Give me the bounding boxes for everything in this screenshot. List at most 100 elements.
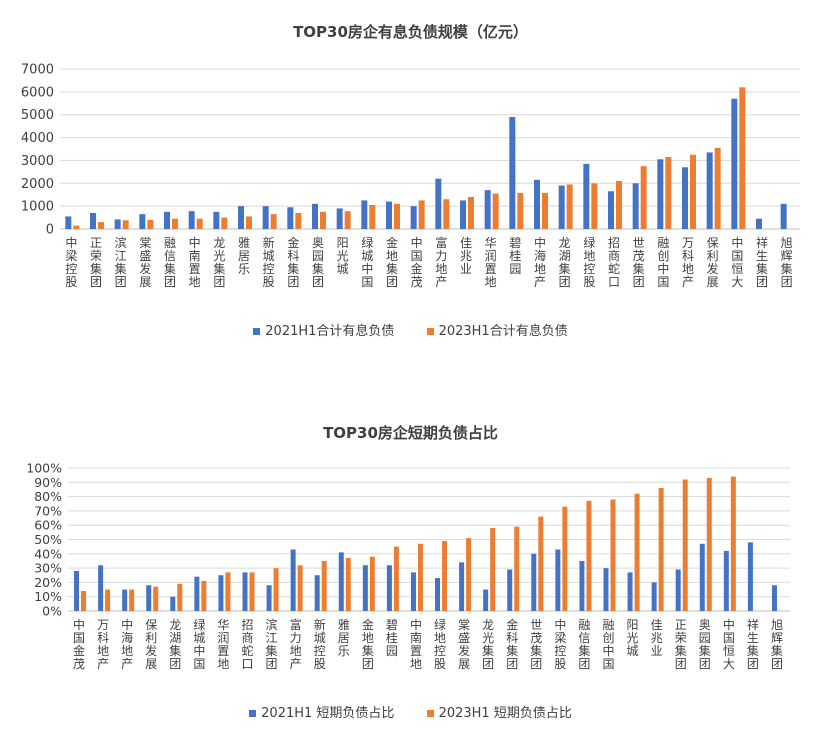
bar-series-1 [146,585,152,611]
bar-series-1 [435,578,441,611]
chart-legend: 2021H1合计有息负债 2023H1合计有息负债 [0,320,821,339]
chart-title: TOP30房企短期负债占比 [323,424,498,442]
x-tick-label: 祥生集团 [756,236,768,289]
bar-series-2 [129,589,135,611]
bar-series-2 [320,211,326,229]
bar-series-1 [312,203,318,229]
bar-series-1 [188,211,195,229]
bar-series-2 [153,586,159,611]
bar-series-2 [739,87,746,230]
y-tick-label: 3000 [21,154,54,169]
x-tick-label: 佳兆业 [651,618,663,658]
bar-series-1 [651,582,657,611]
x-tick-label: 中海地产 [121,617,133,671]
x-tick-label: 绿城中国 [193,617,205,671]
bar-series-2 [225,572,231,611]
bar-series-2 [538,516,544,611]
legend-item-series-2: 2023H1合计有息负债 [426,320,568,339]
bar-series-2 [270,214,277,229]
x-tick-label: 金科集团 [506,617,518,671]
bar-series-1 [314,575,320,611]
legend-swatch [426,328,434,335]
x-tick-label: 奥园集团 [699,618,711,671]
bar-series-2 [297,565,303,611]
x-tick-label: 棠盛发展 [458,618,470,671]
bar-series-1 [266,585,272,611]
y-tick-label: 90% [34,475,62,490]
bar-series-2 [105,589,111,611]
chart-legend: 2021H1 短期负债占比 2023H1 短期负债占比 [0,702,821,721]
bar-series-2 [295,213,302,229]
x-tick-label: 绿城中国 [361,235,373,289]
y-tick-label: 30% [34,561,62,576]
bar-series-2 [147,219,154,229]
bar-series-2 [586,500,592,611]
bar-series-2 [394,203,400,229]
x-tick-label: 招商蛇口 [241,618,253,671]
x-tick-label: 万科地产 [97,618,109,671]
x-tick-label: 龙湖集团 [559,236,571,289]
bar-series-2 [443,199,450,229]
x-tick-label: 阳光城 [627,618,639,658]
bar-series-1 [460,200,466,229]
legend-label: 2023H1 短期负债占比 [438,706,572,721]
bar-series-2 [690,154,696,229]
y-tick-label: 40% [34,546,62,561]
bar-series-1 [218,575,224,611]
bar-series-1 [114,219,121,229]
x-tick-label: 万科地产 [682,236,694,289]
y-tick-label: 50% [34,532,62,547]
x-tick-label: 中南置地 [410,617,422,671]
bar-series-1 [534,179,540,229]
bar-series-1 [771,585,777,611]
bar-series-1 [122,589,128,611]
bar-series-1 [747,542,753,611]
bar-series-2 [658,488,664,611]
x-tick-label: 滨江集团 [266,617,278,671]
bar-series-1 [362,565,368,611]
bar-series-1 [699,543,705,611]
bar-series-1 [682,167,688,229]
bar-series-1 [90,213,96,229]
bar-series-1 [780,203,787,229]
x-tick-label: 龙湖集团 [169,618,181,671]
bar-series-1 [410,572,416,611]
x-tick-label: 世茂集团 [633,236,645,289]
chart-interest-bearing-debt: TOP30房企有息负债规模（亿元） 0 1000 2000 3000 4000 5000 6… [0,0,821,360]
bar-series-2 [514,526,520,611]
bar-series-1 [194,576,200,611]
bar-series-2 [172,218,178,229]
bar-series-2 [273,568,279,611]
bar-series-1 [706,152,713,229]
bar-series-2 [221,217,228,229]
bar-series-1 [459,562,465,611]
y-tick-label: 0 [46,223,54,238]
legend-item-series-2: 2023H1 短期负债占比 [426,702,572,721]
x-tick-label: 融信集团 [164,236,176,289]
bar-series-1 [507,569,513,611]
bar-series-1 [723,550,729,611]
bar-series-2 [442,540,448,611]
bar-series-2 [418,200,425,229]
y-tick-label: 60% [34,518,62,533]
legend-swatch [249,710,257,717]
bar-series-2 [196,218,203,229]
y-tick-label: 5000 [21,108,54,123]
x-tick-label: 华润置地 [217,618,229,671]
x-tick-label: 绿地控股 [583,235,595,289]
bar-series-2 [665,157,672,229]
bar-series-1 [603,568,609,611]
x-tick-label: 金地集团 [386,235,398,289]
bar-series-2 [369,556,375,611]
y-tick-label: 100% [26,461,62,476]
bar-series-2 [417,543,423,611]
x-tick-label: 旭辉集团 [771,618,783,671]
bar-series-1 [756,218,762,229]
x-tick-label: 奥园集团 [312,236,324,289]
x-tick-label: 中国金茂 [73,617,85,671]
bar-series-1 [213,211,220,229]
bar-series-1 [74,570,80,611]
bar-series-1 [435,178,442,229]
bar-series-1 [608,191,614,229]
x-tick-label: 富力地产 [435,235,447,289]
